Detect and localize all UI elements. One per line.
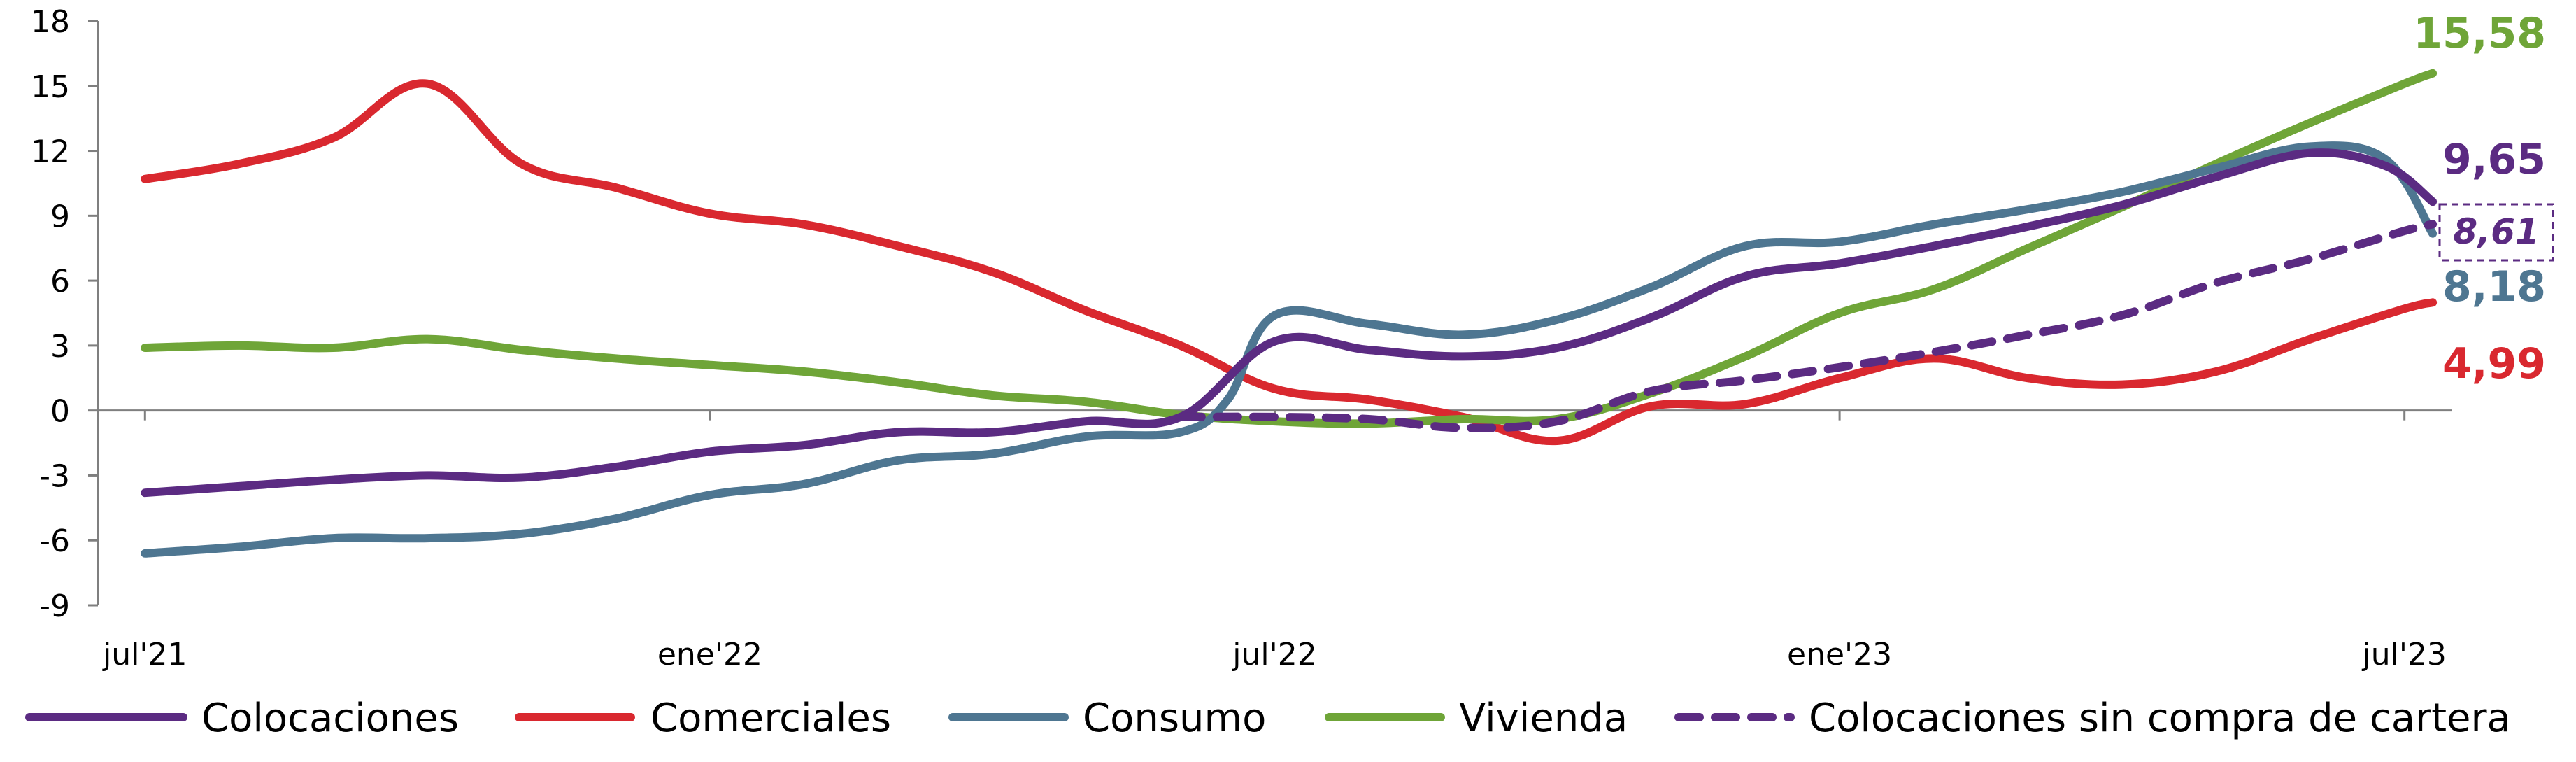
x-tick-label: jul'23 xyxy=(2361,637,2446,672)
y-tick-label: 6 xyxy=(50,264,70,299)
legend-item-comerciales: Comerciales xyxy=(515,696,891,741)
series-line-colocaciones-sin-compra-de-cartera xyxy=(1176,220,2438,432)
y-tick-label: 0 xyxy=(50,394,70,430)
y-tick-label: -6 xyxy=(39,523,70,559)
x-tick-label: ene'22 xyxy=(657,637,762,672)
y-tick-label: -9 xyxy=(39,588,70,624)
legend-item-consumo: Consumo xyxy=(948,696,1266,741)
series-line-consumo xyxy=(141,141,2438,558)
series-layer xyxy=(141,69,2438,558)
y-tick-label: 12 xyxy=(31,134,70,170)
legend-label: Consumo xyxy=(1083,696,1266,741)
legend-item-vivienda: Vivienda xyxy=(1325,696,1628,741)
end-label-colocaciones: 9,65 xyxy=(2442,135,2546,184)
legend-label: Vivienda xyxy=(1459,696,1628,741)
end-labels: 9,65 4,99 8,18 15,58 8,61 xyxy=(2413,9,2554,388)
legend-item-colocaciones: Colocaciones xyxy=(25,696,459,741)
legend-label: Colocaciones xyxy=(201,696,459,741)
end-label-box xyxy=(2438,203,2554,262)
y-tick-label: 18 xyxy=(31,4,70,40)
axes: 18 15 12 9 6 3 0 -3 -6 -9 jul'21 ene'22 jul'22 ene'23… xyxy=(31,4,2452,672)
x-tick-label: ene'23 xyxy=(1787,637,1892,672)
series-line-comerciales xyxy=(141,79,2438,446)
x-tick-label: jul'21 xyxy=(102,637,187,672)
legend: Colocaciones Comerciales Consumo Vivienda Co… xyxy=(25,696,2511,741)
y-tick-label: 3 xyxy=(50,329,70,365)
y-tick-label: 15 xyxy=(31,69,70,105)
end-label-colocaciones-sin-compra-de-cartera: 8,61 xyxy=(2453,211,2539,252)
legend-label: Colocaciones sin compra de cartera xyxy=(1809,696,2511,741)
series-line-colocaciones xyxy=(141,148,2438,498)
y-tick-label: 9 xyxy=(50,199,70,234)
x-tick-label: jul'22 xyxy=(1232,637,1316,672)
end-label-consumo: 8,18 xyxy=(2442,262,2546,311)
y-tick-label: -3 xyxy=(39,458,70,494)
series-line-vivienda xyxy=(141,69,2438,428)
end-label-comerciales: 4,99 xyxy=(2442,339,2546,388)
legend-item-colocaciones-sin-compra-de-cartera: Colocaciones sin compra de cartera xyxy=(1674,696,2511,741)
legend-label: Comerciales xyxy=(650,696,891,741)
end-label-vivienda: 15,58 xyxy=(2413,9,2546,58)
